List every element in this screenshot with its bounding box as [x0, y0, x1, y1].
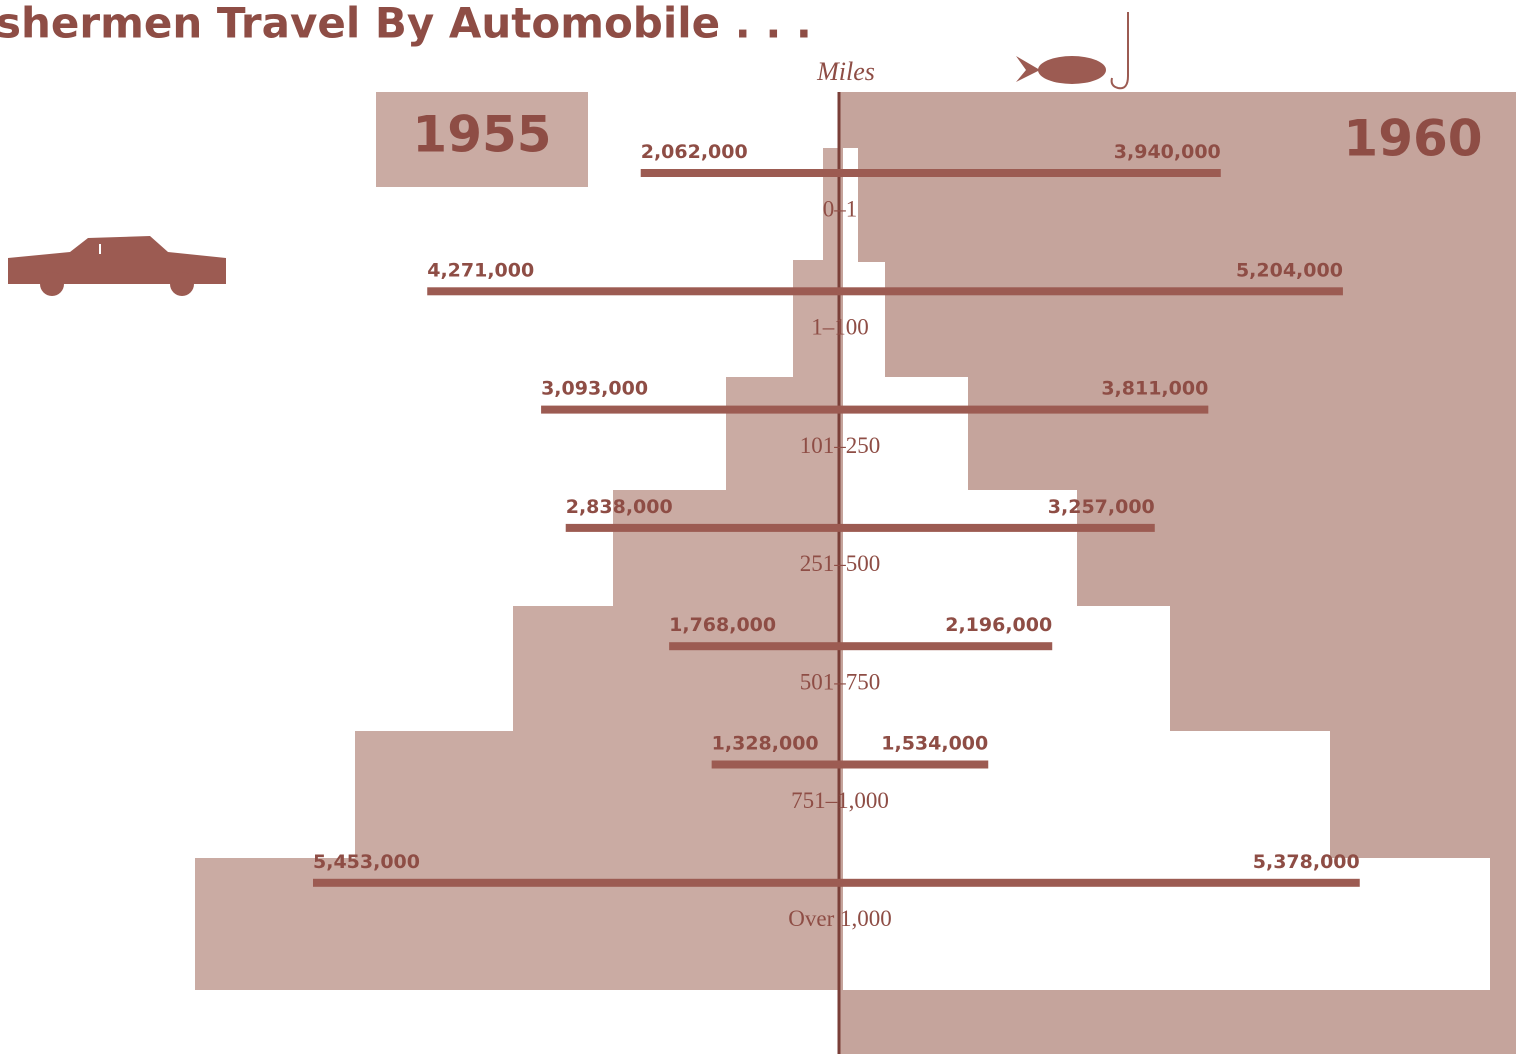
bar — [541, 406, 840, 414]
value-label: 4,271,000 — [427, 259, 534, 281]
bar — [840, 287, 1343, 295]
value-label: 2,062,000 — [641, 141, 748, 163]
category-label: 751–1,000 — [791, 788, 889, 813]
bar — [840, 761, 988, 769]
chart-title: shermen Travel By Automobile . . . — [0, 0, 812, 48]
car-icon — [8, 236, 226, 296]
category-label: 0–1 — [823, 196, 858, 221]
bar — [427, 287, 840, 295]
category-label: 101–250 — [800, 433, 881, 458]
category-label: Over 1,000 — [788, 906, 891, 931]
category-label: 501–750 — [800, 669, 881, 694]
value-label: 3,940,000 — [1114, 141, 1221, 163]
chart: shermen Travel By Automobile . . . Miles… — [0, 0, 1516, 1054]
bar — [641, 169, 840, 177]
value-label: 1,534,000 — [881, 733, 988, 755]
bar — [566, 524, 840, 532]
bar — [669, 642, 840, 650]
fish-icon — [1016, 12, 1128, 88]
value-label: 3,257,000 — [1048, 496, 1155, 518]
axis-label: Miles — [816, 57, 875, 86]
value-label: 1,768,000 — [669, 614, 776, 636]
value-label: 5,378,000 — [1253, 851, 1360, 873]
bar — [840, 169, 1221, 177]
category-label: 1–100 — [811, 315, 869, 340]
value-label: 1,328,000 — [712, 733, 819, 755]
bar — [840, 406, 1208, 414]
value-label: 5,453,000 — [313, 851, 420, 873]
bar — [313, 879, 840, 887]
value-label: 3,811,000 — [1101, 378, 1208, 400]
bar — [840, 642, 1052, 650]
category-label: 251–500 — [800, 551, 881, 576]
bar — [840, 524, 1155, 532]
value-label: 5,204,000 — [1236, 259, 1343, 281]
value-label: 2,838,000 — [566, 496, 673, 518]
value-label: 2,196,000 — [945, 614, 1052, 636]
bar — [840, 879, 1360, 887]
value-label: 3,093,000 — [541, 378, 648, 400]
bar — [712, 761, 840, 769]
series-name: 1955 — [412, 106, 551, 164]
series-name: 1960 — [1343, 110, 1482, 168]
